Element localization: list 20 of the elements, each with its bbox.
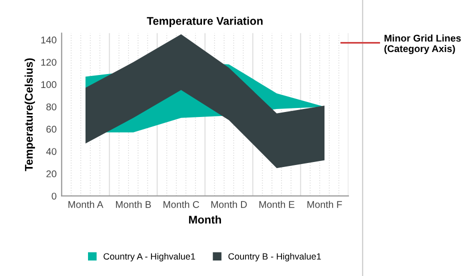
text: Minor Grid Lines (Category Axis) bbox=[384, 34, 461, 54]
y-tick-label: 0 bbox=[52, 192, 56, 200]
y-tick-label: 60 bbox=[46, 126, 56, 133]
legend-label: Country B - Highvalue1 bbox=[228, 252, 321, 262]
legend-label: Country A - Highvalue1 bbox=[104, 252, 196, 262]
x-tick-label: Month F bbox=[307, 200, 342, 208]
x-tick-label: Month D bbox=[211, 200, 247, 208]
x-tick-label: Month E bbox=[259, 200, 294, 208]
x-tick-label: Month B bbox=[116, 200, 151, 208]
x-tick-label: Month A bbox=[68, 200, 104, 208]
y-tick-label: 20 bbox=[46, 170, 56, 178]
y-tick-label: 120 bbox=[41, 58, 56, 66]
y-tick-label: 100 bbox=[41, 81, 56, 88]
x-tick-label: Month C bbox=[164, 200, 200, 208]
y-axis-title: Temperature(Celsius) bbox=[24, 58, 35, 172]
y-tick-label: 40 bbox=[46, 148, 56, 155]
y-tick-label: 140 bbox=[41, 36, 56, 44]
x-axis-title: Month bbox=[189, 215, 221, 224]
chart-title: Temperature Variation bbox=[146, 16, 263, 28]
y-tick-label: 80 bbox=[46, 103, 56, 110]
